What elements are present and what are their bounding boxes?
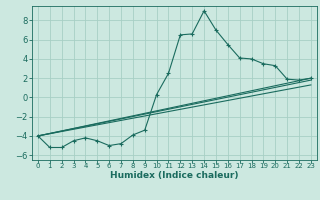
X-axis label: Humidex (Indice chaleur): Humidex (Indice chaleur) [110, 171, 239, 180]
